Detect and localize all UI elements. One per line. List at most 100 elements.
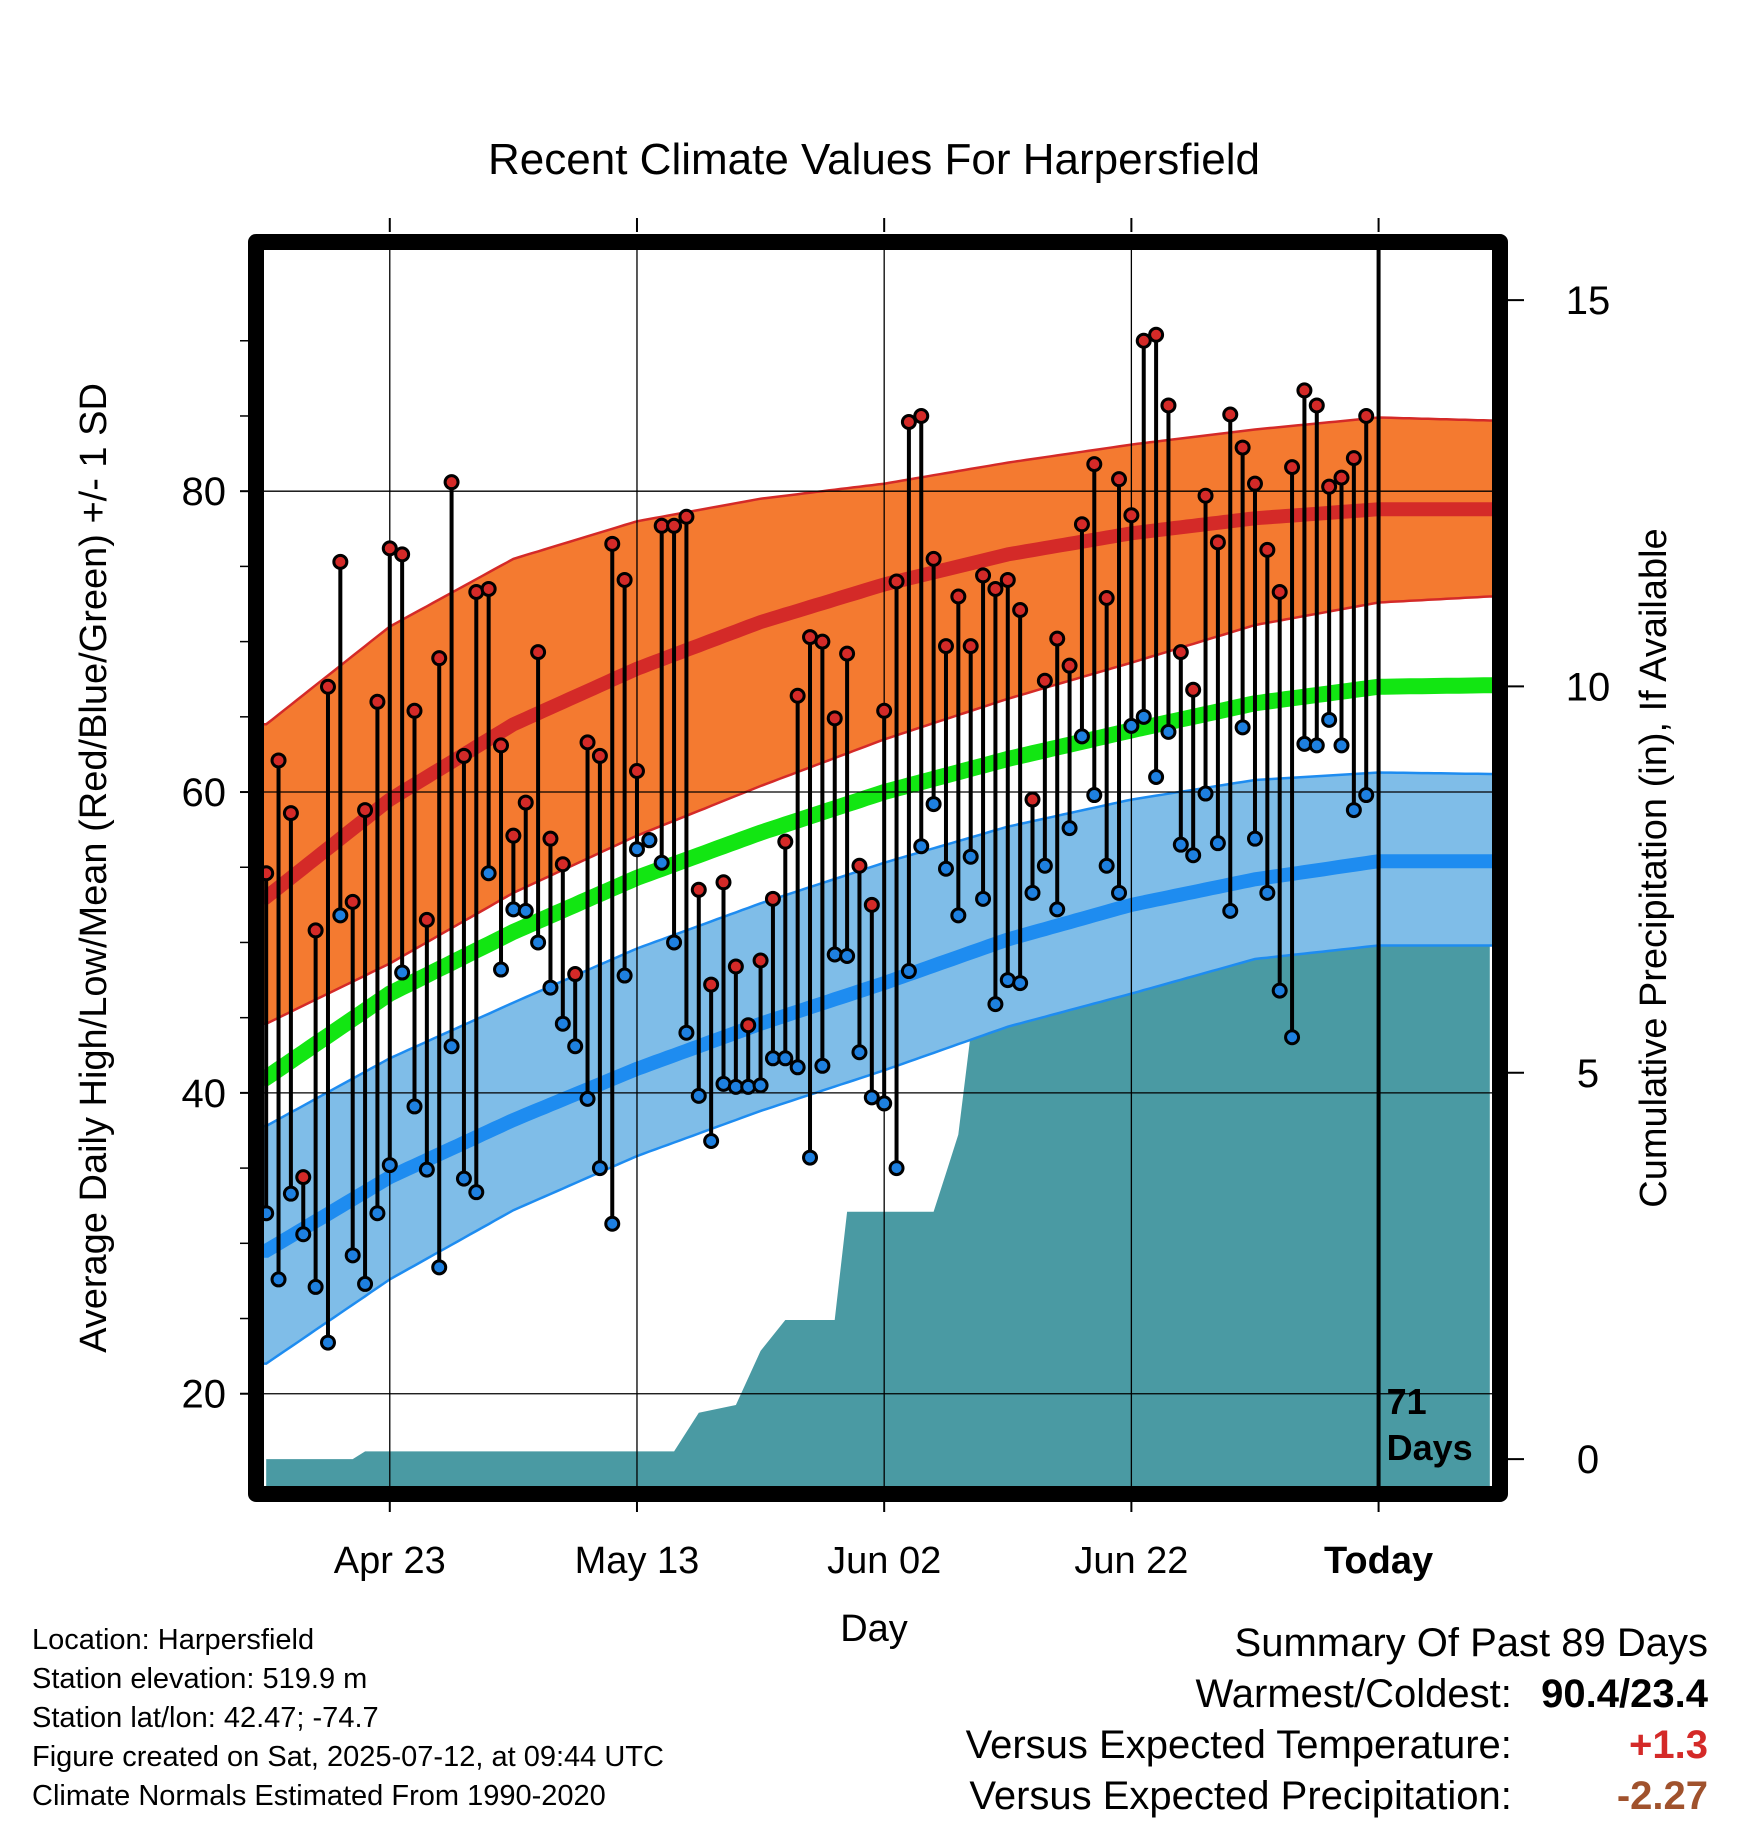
precip-value: -2.27 bbox=[1616, 1774, 1708, 1818]
low-point bbox=[851, 1044, 868, 1061]
normal-low-line bbox=[260, 854, 1496, 1258]
high-point bbox=[332, 553, 349, 570]
low-point bbox=[332, 907, 349, 924]
plot-frame bbox=[248, 234, 1508, 1502]
high-point bbox=[1012, 602, 1029, 619]
high-point bbox=[1321, 478, 1338, 495]
low-point bbox=[925, 796, 942, 813]
low-point bbox=[1358, 787, 1375, 804]
high-point bbox=[900, 413, 917, 430]
low-point bbox=[530, 934, 547, 951]
low-point bbox=[839, 947, 856, 964]
low-sd-upper-edge bbox=[260, 771, 1496, 1128]
low-sd-lower-edge bbox=[260, 944, 1496, 1365]
low-point bbox=[975, 890, 992, 907]
x-tick-label: Today bbox=[1324, 1540, 1433, 1582]
high-point bbox=[1209, 534, 1226, 551]
high-sd-upper-edge bbox=[260, 416, 1496, 726]
high-point bbox=[1098, 589, 1115, 606]
low-point bbox=[641, 832, 658, 849]
low-point bbox=[468, 1184, 485, 1201]
y-axis-left-label: Average Daily High/Low/Mean (Red/Blue/Gr… bbox=[73, 383, 115, 1353]
high-point bbox=[987, 580, 1004, 597]
low-point bbox=[344, 1247, 361, 1264]
high-point bbox=[814, 633, 831, 650]
high-point bbox=[1234, 439, 1251, 456]
chart-title: Recent Climate Values For Harpersfield bbox=[488, 135, 1260, 184]
low-point bbox=[950, 907, 967, 924]
low-point bbox=[431, 1259, 448, 1276]
high-point bbox=[1049, 630, 1066, 647]
high-point bbox=[876, 702, 893, 719]
high-point bbox=[567, 966, 584, 983]
low-point bbox=[1222, 902, 1239, 919]
low-point bbox=[1073, 728, 1090, 745]
high-point bbox=[530, 644, 547, 661]
low-point bbox=[1135, 708, 1152, 725]
low-point bbox=[604, 1215, 621, 1232]
high-point bbox=[418, 911, 435, 928]
high-point bbox=[1308, 397, 1325, 414]
low-point bbox=[1321, 711, 1338, 728]
normal-mean-line bbox=[260, 677, 1496, 1086]
low-point bbox=[690, 1087, 707, 1104]
high-point bbox=[1259, 541, 1276, 558]
low-point bbox=[295, 1226, 312, 1243]
y-left-tick-label: 80 bbox=[182, 470, 227, 514]
low-point bbox=[591, 1160, 608, 1177]
high-point bbox=[369, 693, 386, 710]
low-point bbox=[1024, 884, 1041, 901]
summary-heading: Summary Of Past 89 Days bbox=[1234, 1621, 1708, 1665]
high-point bbox=[344, 893, 361, 910]
high-point bbox=[357, 802, 374, 819]
low-point bbox=[480, 865, 497, 882]
high-point bbox=[975, 567, 992, 584]
low-point bbox=[282, 1185, 299, 1202]
high-point bbox=[937, 638, 954, 655]
low-point bbox=[1209, 835, 1226, 852]
high-point bbox=[1086, 456, 1103, 473]
y-right-tick-label: 10 bbox=[1566, 665, 1611, 709]
warm-cold-label: Warmest/Coldest: bbox=[1195, 1672, 1512, 1716]
y-axis-right-label: Cumulative Precipitation (in), If Availa… bbox=[1633, 528, 1675, 1207]
x-tick-label: Jun 02 bbox=[827, 1540, 941, 1582]
high-point bbox=[1061, 657, 1078, 674]
summary-precip-row: Versus Expected Precipitation: -2.27 bbox=[966, 1771, 1708, 1822]
high-point bbox=[666, 517, 683, 534]
precip-label: Versus Expected Precipitation: bbox=[969, 1774, 1512, 1818]
high-point bbox=[455, 747, 472, 764]
high-point bbox=[777, 833, 794, 850]
low-point bbox=[455, 1170, 472, 1187]
low-point bbox=[381, 1157, 398, 1174]
low-point bbox=[962, 848, 979, 865]
station-location: Location: Harpersfield bbox=[32, 1624, 315, 1656]
high-point bbox=[1271, 583, 1288, 600]
high-point bbox=[1036, 672, 1053, 689]
figure-created: Figure created on Sat, 2025-07-12, at 09… bbox=[32, 1741, 664, 1773]
high-point bbox=[678, 508, 695, 525]
high-point bbox=[1123, 507, 1140, 524]
high-point bbox=[307, 922, 324, 939]
high-point bbox=[789, 687, 806, 704]
low-point bbox=[678, 1024, 695, 1041]
y-right-tick-label: 15 bbox=[1566, 279, 1611, 323]
high-point bbox=[1148, 326, 1165, 343]
y-left-tick-label: 40 bbox=[182, 1072, 227, 1116]
high-point bbox=[863, 896, 880, 913]
low-sd-band bbox=[260, 772, 1496, 1364]
low-point bbox=[752, 1077, 769, 1094]
high-point bbox=[1073, 516, 1090, 533]
high-point bbox=[554, 856, 571, 873]
low-point bbox=[1308, 737, 1325, 754]
low-point bbox=[888, 1160, 905, 1177]
low-point bbox=[937, 860, 954, 877]
high-point bbox=[715, 874, 732, 891]
low-point bbox=[394, 964, 411, 981]
summary-temp-row: Versus Expected Temperature: +1.3 bbox=[966, 1720, 1708, 1771]
low-point bbox=[542, 979, 559, 996]
low-point bbox=[1197, 785, 1214, 802]
temp-value: +1.3 bbox=[1629, 1723, 1708, 1767]
low-point bbox=[1160, 723, 1177, 740]
high-point bbox=[406, 702, 423, 719]
low-point bbox=[1234, 719, 1251, 736]
